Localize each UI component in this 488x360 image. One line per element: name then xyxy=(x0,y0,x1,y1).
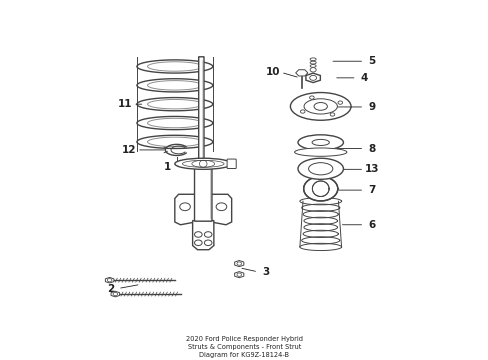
Ellipse shape xyxy=(308,163,332,175)
Polygon shape xyxy=(175,194,195,225)
Circle shape xyxy=(107,279,112,282)
Text: 3: 3 xyxy=(262,267,269,277)
Ellipse shape xyxy=(297,135,343,150)
Circle shape xyxy=(204,232,211,237)
Circle shape xyxy=(194,240,202,246)
Polygon shape xyxy=(111,291,120,297)
Polygon shape xyxy=(105,278,114,283)
Polygon shape xyxy=(295,70,307,76)
Circle shape xyxy=(337,101,342,104)
Text: 1: 1 xyxy=(163,162,170,172)
Text: 2020 Ford Police Responder Hybrid
Struts & Components - Front Strut
Diagram for : 2020 Ford Police Responder Hybrid Struts… xyxy=(185,336,303,358)
Ellipse shape xyxy=(297,158,343,179)
Ellipse shape xyxy=(311,139,329,145)
FancyBboxPatch shape xyxy=(194,163,211,221)
Ellipse shape xyxy=(313,103,327,110)
Circle shape xyxy=(237,273,241,276)
FancyBboxPatch shape xyxy=(226,159,236,168)
FancyBboxPatch shape xyxy=(198,57,203,161)
Circle shape xyxy=(180,203,190,211)
Ellipse shape xyxy=(303,176,337,201)
Text: 7: 7 xyxy=(367,185,375,195)
Circle shape xyxy=(216,203,226,211)
Polygon shape xyxy=(211,194,231,225)
Polygon shape xyxy=(192,221,213,250)
Text: 4: 4 xyxy=(360,73,367,83)
Circle shape xyxy=(329,113,334,116)
Polygon shape xyxy=(234,271,244,278)
Ellipse shape xyxy=(175,158,231,169)
Ellipse shape xyxy=(294,148,346,156)
Circle shape xyxy=(309,96,313,99)
Polygon shape xyxy=(305,73,320,82)
Text: 9: 9 xyxy=(367,102,375,112)
Circle shape xyxy=(309,68,316,72)
Ellipse shape xyxy=(304,99,337,114)
Text: 11: 11 xyxy=(118,99,133,109)
Text: 10: 10 xyxy=(265,67,280,77)
Circle shape xyxy=(194,232,202,237)
Text: 12: 12 xyxy=(122,145,136,155)
Circle shape xyxy=(237,262,241,265)
Text: 2: 2 xyxy=(106,284,114,293)
Circle shape xyxy=(204,240,211,246)
Ellipse shape xyxy=(290,93,350,120)
Circle shape xyxy=(113,292,117,296)
Circle shape xyxy=(309,75,316,80)
Text: 13: 13 xyxy=(364,164,378,174)
Text: 6: 6 xyxy=(367,220,375,230)
Circle shape xyxy=(300,110,305,113)
Text: 8: 8 xyxy=(367,144,375,153)
Polygon shape xyxy=(234,261,244,267)
Text: 5: 5 xyxy=(367,56,375,66)
